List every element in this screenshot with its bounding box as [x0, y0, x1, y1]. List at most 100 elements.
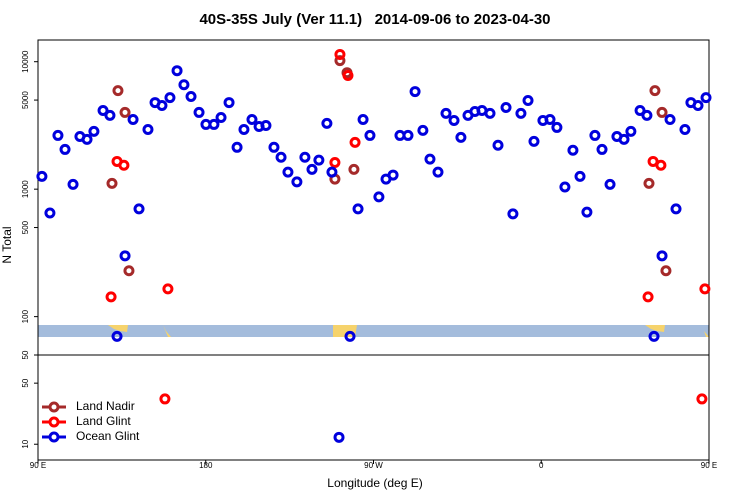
- point: [656, 106, 668, 118]
- point: [156, 100, 168, 112]
- point: [215, 111, 227, 123]
- point: [97, 105, 109, 117]
- point: [559, 181, 571, 193]
- point: [492, 139, 504, 151]
- point: [664, 114, 676, 126]
- point: [123, 265, 135, 277]
- point: [81, 133, 93, 145]
- y-tick-label: 1000: [21, 180, 30, 198]
- point: [402, 129, 414, 141]
- legend-marker: [48, 401, 60, 413]
- point: [260, 119, 272, 131]
- legend-label: Land Nadir: [76, 399, 135, 413]
- point: [409, 86, 421, 98]
- point: [88, 125, 100, 137]
- point: [52, 129, 64, 141]
- land: [108, 325, 128, 332]
- y-axis-label: N Total: [0, 226, 14, 263]
- point: [178, 79, 190, 91]
- land: [645, 325, 665, 332]
- point: [282, 166, 294, 178]
- point: [551, 121, 563, 133]
- point: [641, 109, 653, 121]
- point: [162, 283, 174, 295]
- point: [589, 129, 601, 141]
- y-tick-label: 5000: [21, 91, 30, 109]
- point: [696, 393, 708, 405]
- point: [159, 393, 171, 405]
- point: [649, 85, 661, 97]
- point: [581, 206, 593, 218]
- point: [171, 65, 183, 77]
- point: [634, 105, 646, 117]
- point: [119, 250, 131, 262]
- x-tick-label: 90 W: [364, 461, 383, 470]
- point: [618, 133, 630, 145]
- point: [185, 91, 197, 103]
- point: [142, 123, 154, 135]
- map-strip: [38, 325, 709, 337]
- chart-title: 40S-35S July (Ver 11.1) 2014-09-06 to 20…: [199, 11, 550, 28]
- point: [655, 159, 667, 171]
- point: [104, 109, 116, 121]
- point: [352, 203, 364, 215]
- point: [700, 92, 712, 104]
- point: [596, 143, 608, 155]
- point: [291, 176, 303, 188]
- y-tick-label: 10: [21, 439, 30, 448]
- y-tick-label: 100: [21, 309, 30, 323]
- point: [329, 156, 341, 168]
- point: [642, 291, 654, 303]
- point: [111, 330, 123, 342]
- point: [246, 114, 258, 126]
- point: [448, 114, 460, 126]
- point: [59, 143, 71, 155]
- point: [648, 330, 660, 342]
- point: [238, 123, 250, 135]
- legend-label: Ocean Glint: [76, 429, 140, 443]
- point: [349, 136, 361, 148]
- point: [643, 177, 655, 189]
- x-axis-label: Longitude (deg E): [327, 476, 422, 490]
- ocean-band: [38, 325, 709, 337]
- x-tick-label: 90 E: [701, 461, 717, 470]
- point: [334, 55, 346, 67]
- point: [268, 141, 280, 153]
- point: [528, 135, 540, 147]
- point: [440, 107, 452, 119]
- point: [699, 283, 711, 295]
- point: [500, 102, 512, 114]
- point: [574, 170, 586, 182]
- x-tick-label: 180: [199, 461, 213, 470]
- point: [127, 114, 139, 126]
- point: [164, 92, 176, 104]
- point: [208, 118, 220, 130]
- point: [306, 163, 318, 175]
- land: [333, 325, 357, 337]
- point: [133, 203, 145, 215]
- point: [455, 131, 467, 143]
- point: [364, 129, 376, 141]
- point: [36, 170, 48, 182]
- point: [387, 169, 399, 181]
- point: [515, 107, 527, 119]
- point: [119, 106, 131, 118]
- y-tick-label: 50: [21, 350, 30, 359]
- legend-marker: [48, 416, 60, 428]
- point: [326, 166, 338, 178]
- x-tick-label: 90 E: [30, 461, 46, 470]
- point: [344, 330, 356, 342]
- point: [67, 178, 79, 190]
- point: [679, 123, 691, 135]
- point: [625, 125, 637, 137]
- y-tick-label: 50: [21, 378, 30, 387]
- point: [105, 291, 117, 303]
- point: [333, 431, 345, 443]
- point: [334, 48, 346, 60]
- point: [417, 124, 429, 136]
- point: [106, 177, 118, 189]
- point: [193, 106, 205, 118]
- land: [702, 325, 709, 337]
